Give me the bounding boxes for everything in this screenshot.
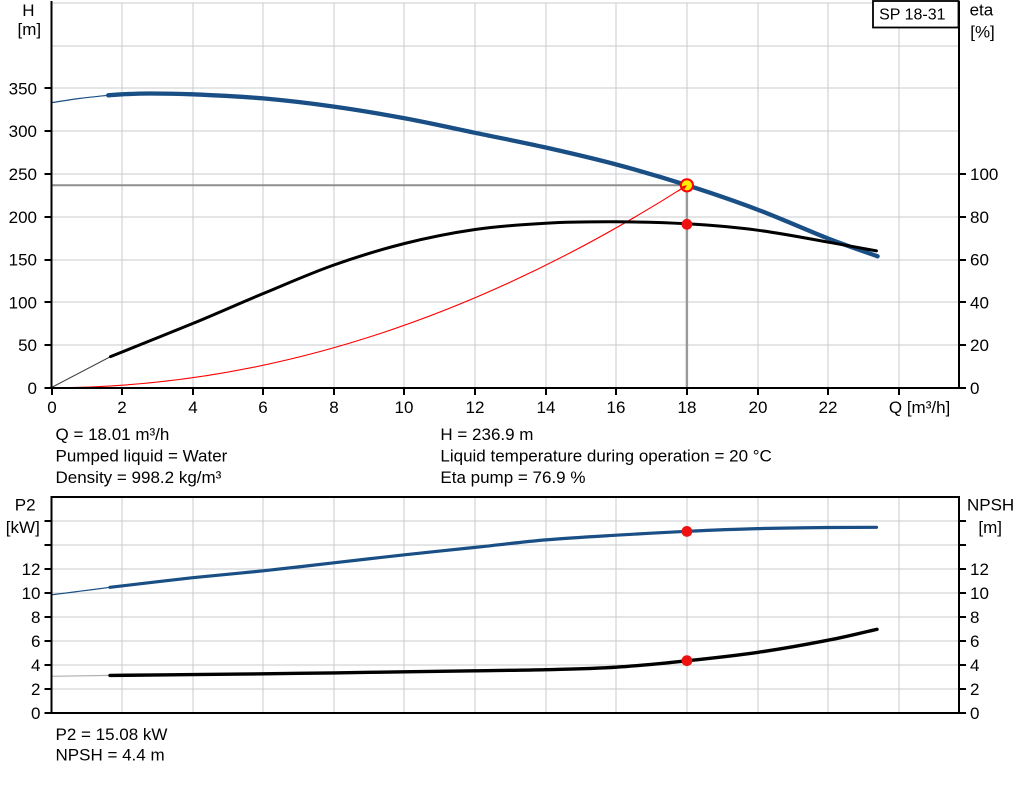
svg-text:14: 14 — [537, 398, 556, 417]
svg-text:6: 6 — [258, 398, 267, 417]
svg-text:12: 12 — [22, 560, 41, 579]
svg-text:8: 8 — [970, 608, 979, 627]
svg-text:16: 16 — [607, 398, 626, 417]
svg-text:Q = 18.01 m³/h: Q = 18.01 m³/h — [56, 425, 170, 444]
svg-text:12: 12 — [970, 560, 989, 579]
svg-text:SP 18-31: SP 18-31 — [879, 7, 946, 24]
svg-text:Pumped liquid = Water: Pumped liquid = Water — [56, 446, 228, 465]
svg-text:P2 = 15.08 kW: P2 = 15.08 kW — [56, 725, 168, 744]
svg-text:0: 0 — [47, 398, 56, 417]
svg-text:H: H — [22, 1, 34, 20]
svg-text:2: 2 — [117, 398, 126, 417]
svg-text:P2: P2 — [15, 496, 36, 515]
svg-text:20: 20 — [970, 336, 989, 355]
svg-text:10: 10 — [395, 398, 414, 417]
svg-text:6: 6 — [970, 632, 979, 651]
svg-text:10: 10 — [22, 584, 41, 603]
svg-text:18: 18 — [678, 398, 697, 417]
svg-text:350: 350 — [9, 79, 37, 98]
svg-text:eta: eta — [970, 1, 994, 20]
svg-text:40: 40 — [970, 293, 989, 312]
svg-text:250: 250 — [9, 165, 37, 184]
svg-text:NPSH: NPSH — [967, 496, 1014, 515]
svg-text:0: 0 — [970, 379, 979, 398]
svg-text:NPSH = 4.4 m: NPSH = 4.4 m — [56, 746, 165, 765]
svg-text:10: 10 — [970, 584, 989, 603]
svg-text:Q [m³/h]: Q [m³/h] — [889, 398, 950, 417]
svg-text:[m]: [m] — [978, 518, 1002, 537]
svg-text:H = 236.9 m: H = 236.9 m — [440, 425, 533, 444]
svg-text:0: 0 — [970, 704, 979, 723]
svg-text:150: 150 — [9, 251, 37, 270]
svg-text:200: 200 — [9, 208, 37, 227]
svg-text:12: 12 — [466, 398, 485, 417]
svg-text:Liquid temperature during oper: Liquid temperature during operation = 20… — [440, 446, 771, 465]
svg-text:100: 100 — [970, 165, 998, 184]
svg-text:80: 80 — [970, 208, 989, 227]
svg-text:0: 0 — [31, 704, 40, 723]
svg-text:4: 4 — [31, 656, 40, 675]
svg-text:8: 8 — [31, 608, 40, 627]
svg-text:[m]: [m] — [17, 20, 41, 39]
svg-text:8: 8 — [329, 398, 338, 417]
svg-text:0: 0 — [28, 379, 37, 398]
svg-text:300: 300 — [9, 122, 37, 141]
svg-text:2: 2 — [31, 680, 40, 699]
svg-text:2: 2 — [970, 680, 979, 699]
svg-text:6: 6 — [31, 632, 40, 651]
svg-text:Eta pump = 76.9 %: Eta pump = 76.9 % — [440, 468, 585, 487]
svg-text:20: 20 — [749, 398, 768, 417]
svg-text:100: 100 — [9, 293, 37, 312]
svg-text:22: 22 — [819, 398, 838, 417]
svg-text:60: 60 — [970, 251, 989, 270]
svg-text:50: 50 — [18, 336, 37, 355]
svg-text:[kW]: [kW] — [6, 518, 40, 537]
svg-text:[%]: [%] — [970, 23, 995, 42]
svg-text:4: 4 — [188, 398, 197, 417]
svg-text:Density = 998.2 kg/m³: Density = 998.2 kg/m³ — [56, 468, 222, 487]
svg-text:4: 4 — [970, 656, 979, 675]
